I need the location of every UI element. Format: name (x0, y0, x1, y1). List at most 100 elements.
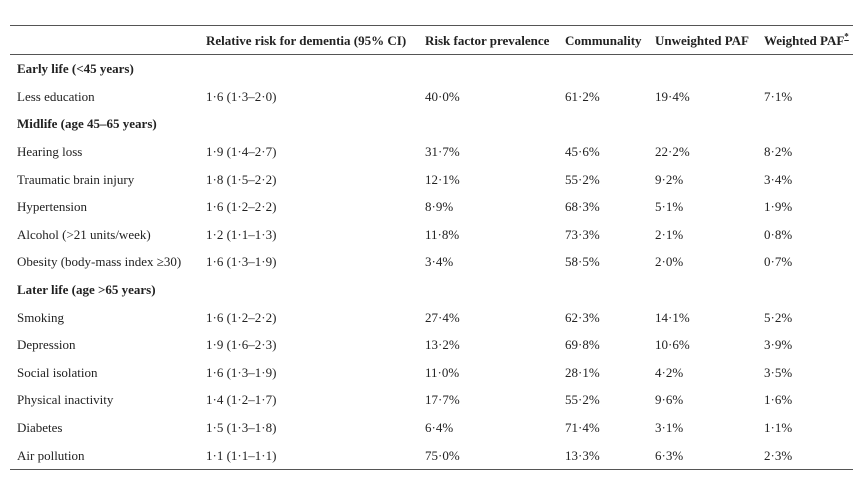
table-row: Obesity (body-mass index ≥30) 1·6 (1·3–1·… (10, 248, 853, 276)
relative-risk-cell: 1·6 (1·3–1·9) (206, 254, 277, 270)
communality-cell: 71·4% (565, 420, 600, 436)
section-header-row: Midlife (age 45–65 years) (10, 110, 853, 138)
unweighted-paf-cell: 14·1% (655, 309, 690, 325)
factor-cell: Depression (17, 337, 76, 353)
unweighted-paf-cell: 22·2% (655, 144, 690, 160)
unweighted-paf-cell: 19·4% (655, 88, 690, 104)
factor-cell: Less education (17, 88, 95, 104)
unweighted-paf-cell: 4·2% (655, 364, 684, 380)
factor-cell: Air pollution (10, 441, 206, 470)
factor-cell: Traumatic brain injury (17, 171, 135, 187)
header-row: Relative risk for dementia (95% CI) Risk… (10, 25, 853, 55)
unweighted-paf-cell: 6·3% (655, 441, 764, 470)
section-title: Early life (<45 years) (17, 61, 134, 77)
communality-cell: 69·8% (565, 337, 600, 353)
prevalence-cell: 3·4% (425, 254, 454, 270)
factor-cell: Physical inactivity (17, 392, 114, 408)
prevalence-cell: 40·0% (425, 88, 460, 104)
table-row: Traumatic brain injury 1·8 (1·5–2·2) 12·1%… (10, 165, 853, 193)
relative-risk-cell: 1·8 (1·5–2·2) (206, 171, 277, 187)
unweighted-paf-cell: 9·2% (655, 171, 684, 187)
section-title: Midlife (age 45–65 years) (17, 116, 157, 132)
communality-cell: 45·6% (565, 144, 600, 160)
relative-risk-cell: 1·6 (1·3–2·0) (206, 88, 277, 104)
weighted-paf-cell: 2·3% (764, 441, 853, 470)
table-row: Smoking 1·6 (1·2–2·2) 27·4% 62·3% 14·1% 5·2% (10, 303, 853, 331)
factor-cell: Diabetes (17, 420, 63, 436)
communality-cell: 55·2% (565, 392, 600, 408)
header-weighted-paf: Weighted PAF* (764, 25, 853, 55)
weighted-paf-cell: 0·8% (764, 226, 793, 242)
relative-risk-cell: 1·1 (1·1–1·1) (206, 441, 425, 470)
communality-cell: 55·2% (565, 171, 600, 187)
section-header-row: Later life (age >65 years) (10, 276, 853, 304)
prevalence-cell: 27·4% (425, 309, 460, 325)
header-relative-risk: Relative risk for dementia (95% CI) (206, 25, 425, 55)
prevalence-cell: 12·1% (425, 171, 460, 187)
weighted-paf-cell: 1·1% (764, 420, 793, 436)
table-row: Less education 1·6 (1·3–2·0) 40·0% 61·2% 19·… (10, 83, 853, 111)
weighted-paf-cell: 8·2% (764, 144, 793, 160)
prevalence-cell: 11·0% (425, 364, 460, 380)
relative-risk-cell: 1·4 (1·2–1·7) (206, 392, 277, 408)
table-row: Social isolation 1·6 (1·3–1·9) 11·0% 28·1% 4… (10, 359, 853, 387)
unweighted-paf-cell: 3·1% (655, 420, 684, 436)
weighted-paf-cell: 3·9% (764, 337, 793, 353)
relative-risk-cell: 1·6 (1·2–2·2) (206, 309, 277, 325)
communality-cell: 13·3% (565, 441, 655, 470)
unweighted-paf-cell: 10·6% (655, 337, 690, 353)
factor-cell: Alcohol (>21 units/week) (17, 226, 151, 242)
relative-risk-cell: 1·6 (1·3–1·9) (206, 364, 277, 380)
factor-cell: Hearing loss (17, 144, 83, 160)
header-prevalence: Risk factor prevalence (425, 25, 565, 55)
weighted-paf-cell: 7·1% (764, 88, 793, 104)
table-row: Hypertension 1·6 (1·2–2·2) 8·9% 68·3% 5·1% 1·… (10, 193, 853, 221)
communality-cell: 28·1% (565, 364, 600, 380)
header-unweighted-paf: Unweighted PAF (655, 25, 764, 55)
unweighted-paf-cell: 5·1% (655, 199, 684, 215)
communality-cell: 62·3% (565, 309, 600, 325)
table-body: Early life (<45 years) Less education 1·6 … (10, 55, 853, 470)
prevalence-cell: 11·8% (425, 226, 460, 242)
table-row: Diabetes 1·5 (1·3–1·8) 6·4% 71·4% 3·1% 1·1% (10, 414, 853, 442)
factor-cell: Obesity (body-mass index ≥30) (17, 254, 182, 270)
header-communality: Communality (565, 25, 655, 55)
weighted-paf-cell: 3·4% (764, 171, 793, 187)
header-factor (10, 25, 206, 55)
communality-cell: 58·5% (565, 254, 600, 270)
table-row: Depression 1·9 (1·6–2·3) 13·2% 69·8% 10·6% 3·… (10, 331, 853, 359)
factor-cell: Social isolation (17, 364, 98, 380)
table-row: Hearing loss 1·9 (1·4–2·7) 31·7% 45·6% 22·2%… (10, 138, 853, 166)
relative-risk-cell: 1·6 (1·2–2·2) (206, 199, 277, 215)
relative-risk-cell: 1·9 (1·6–2·3) (206, 337, 277, 353)
weighted-paf-cell: 3·5% (764, 364, 793, 380)
unweighted-paf-cell: 2·1% (655, 226, 684, 242)
relative-risk-cell: 1·9 (1·4–2·7) (206, 144, 277, 160)
table-row: Physical inactivity 1·4 (1·2–1·7) 17·7% 55·… (10, 386, 853, 414)
header-weighted-paf-label: Weighted PAF (764, 32, 845, 48)
section-title: Later life (age >65 years) (17, 282, 156, 298)
prevalence-cell: 17·7% (425, 392, 460, 408)
weighted-paf-cell: 5·2% (764, 309, 793, 325)
relative-risk-cell: 1·2 (1·1–1·3) (206, 226, 277, 242)
table-header: Relative risk for dementia (95% CI) Risk… (10, 25, 853, 55)
communality-cell: 68·3% (565, 199, 600, 215)
communality-cell: 61·2% (565, 88, 600, 104)
unweighted-paf-cell: 2·0% (655, 254, 684, 270)
table-row: Air pollution 1·1 (1·1–1·1) 75·0% 13·3% 6·3%… (10, 441, 853, 470)
footnote-marker: * (844, 31, 849, 42)
weighted-paf-cell: 1·9% (764, 199, 793, 215)
factor-cell: Smoking (17, 309, 64, 325)
prevalence-cell: 31·7% (425, 144, 460, 160)
weighted-paf-cell: 0·7% (764, 254, 793, 270)
section-header-row: Early life (<45 years) (10, 55, 853, 83)
prevalence-cell: 6·4% (425, 420, 454, 436)
prevalence-cell: 13·2% (425, 337, 460, 353)
risk-factor-table: Relative risk for dementia (95% CI) Risk… (10, 25, 853, 470)
unweighted-paf-cell: 9·6% (655, 392, 684, 408)
communality-cell: 73·3% (565, 226, 600, 242)
table-row: Alcohol (>21 units/week) 1·2 (1·1–1·3) 11·… (10, 221, 853, 249)
factor-cell: Hypertension (17, 199, 88, 215)
relative-risk-cell: 1·5 (1·3–1·8) (206, 420, 277, 436)
